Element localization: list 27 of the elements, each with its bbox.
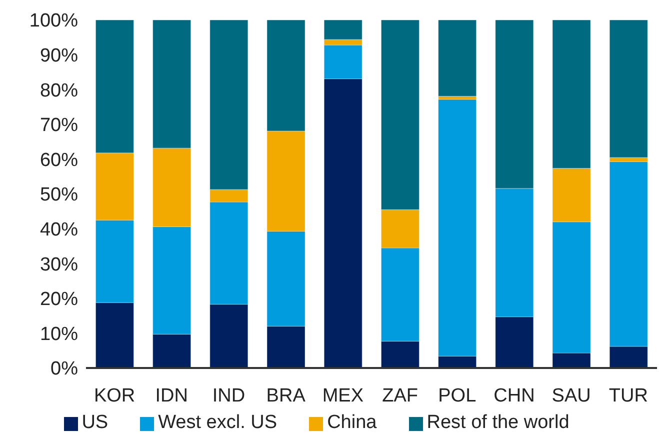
y-tick-label: 100% xyxy=(29,10,78,32)
legend-label: Rest of the world xyxy=(426,412,570,433)
y-tick-label: 60% xyxy=(40,150,78,171)
x-tick-label: SAU xyxy=(552,385,591,406)
legend-label: US xyxy=(82,412,108,433)
y-tick-label: 50% xyxy=(40,184,78,206)
y-tick-label: 10% xyxy=(40,324,78,345)
x-tick-label: BRA xyxy=(266,385,306,406)
x-tick-label: MEX xyxy=(322,385,364,406)
x-tick-label: KOR xyxy=(94,385,136,406)
legend-label: West excl. US xyxy=(158,412,278,433)
x-tick-label: CHN xyxy=(494,385,535,406)
y-tick-label: 0% xyxy=(50,358,78,380)
bar xyxy=(438,20,477,96)
x-tick-label: IND xyxy=(212,385,246,406)
x-tick-label: ZAF xyxy=(382,385,418,406)
x-tick-label: POL xyxy=(438,385,476,406)
legend-label: China xyxy=(327,412,377,433)
y-tick-label: 30% xyxy=(40,254,78,276)
bar xyxy=(609,20,648,158)
y-tick-label: 90% xyxy=(40,46,78,67)
y-tick-label: 70% xyxy=(40,115,78,136)
y-tick-label: 40% xyxy=(40,220,78,241)
x-tick-label: IDN xyxy=(155,385,188,406)
y-tick-label: 80% xyxy=(40,80,78,102)
x-tick-label: TUR xyxy=(608,385,648,406)
y-tick-label: 20% xyxy=(40,289,78,310)
